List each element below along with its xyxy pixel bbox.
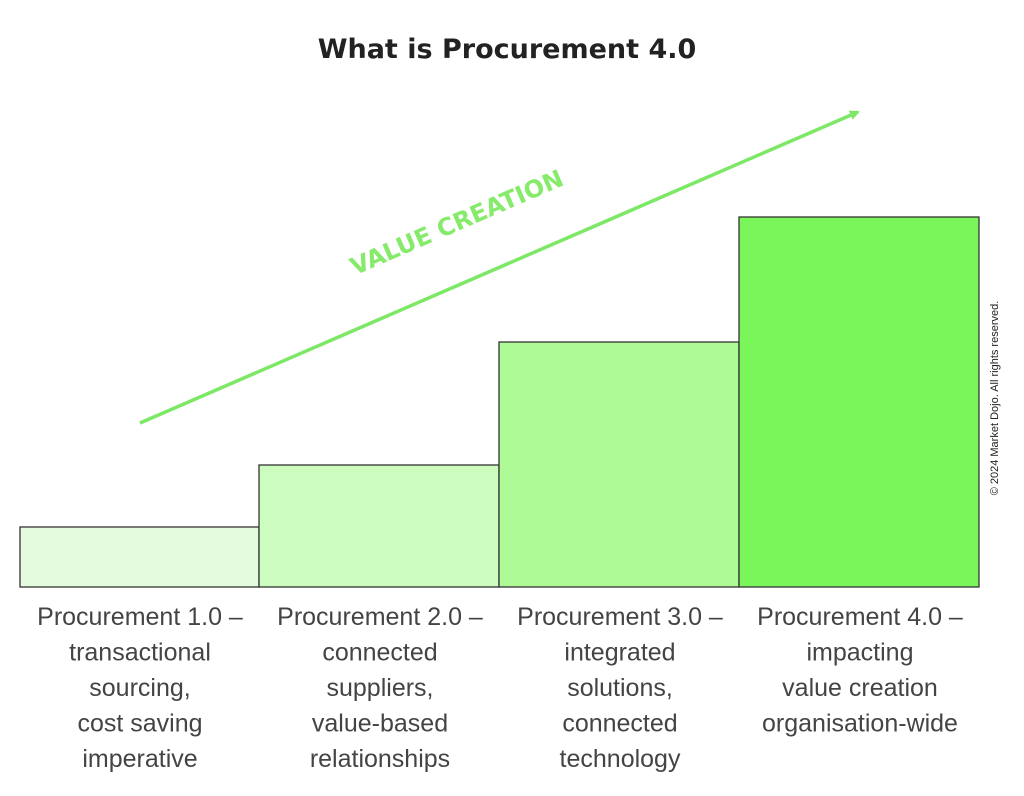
step-bar xyxy=(498,341,740,588)
step-label: transactional xyxy=(69,639,211,667)
step-label: Procurement 4.0 – xyxy=(757,603,963,631)
step-label: connected xyxy=(322,639,437,667)
step-label: cost saving xyxy=(77,710,202,738)
step-label: Procurement 3.0 – xyxy=(517,603,723,631)
step-label: imperative xyxy=(82,745,197,773)
title: What is Procurement 4.0 xyxy=(318,34,697,65)
step-label: sourcing, xyxy=(89,674,190,702)
steps xyxy=(19,216,980,588)
step-label: value-based xyxy=(312,710,448,738)
arrow-label: VALUE CREATION xyxy=(346,164,567,281)
step-label: suppliers, xyxy=(327,674,434,702)
step-label: value creation xyxy=(782,674,938,702)
step-bar xyxy=(19,526,260,588)
step-label: organisation-wide xyxy=(762,710,958,738)
step-label: technology xyxy=(560,745,681,773)
step-label: Procurement 2.0 – xyxy=(277,603,483,631)
copyright: © 2024 Market Dojo. All rights reserved. xyxy=(989,301,1001,496)
value-arrow xyxy=(139,110,860,425)
step-label: solutions, xyxy=(567,674,673,702)
step-label: impacting xyxy=(807,639,914,667)
step-bar xyxy=(258,464,500,588)
step-label: integrated xyxy=(564,639,675,667)
step-bar xyxy=(738,216,980,588)
step-label: Procurement 1.0 – xyxy=(37,603,243,631)
step-labels: Procurement 1.0 – transactional sourcing, c… xyxy=(37,603,963,773)
step-label: connected xyxy=(562,710,677,738)
step-label: relationships xyxy=(310,745,450,773)
